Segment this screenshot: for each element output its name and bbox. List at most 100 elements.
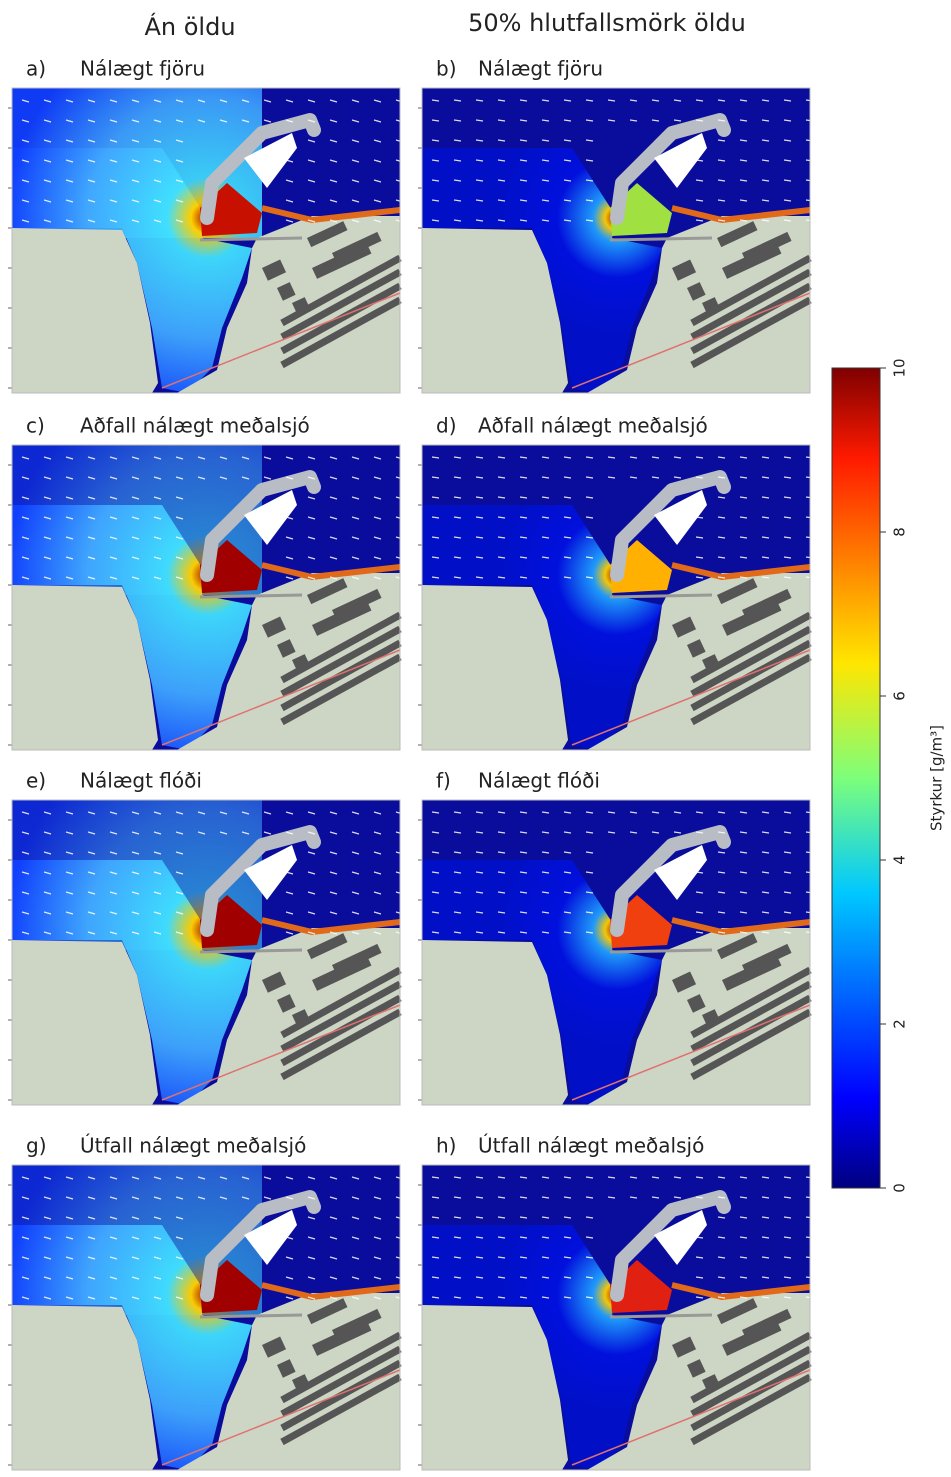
- map-panel: [418, 87, 814, 394]
- building: [277, 282, 296, 301]
- flow-arrow: [307, 1216, 316, 1220]
- flow-arrow: [453, 931, 462, 934]
- flow-arrow: [43, 891, 52, 895]
- panel-title: Nálægt fjöru: [80, 57, 205, 81]
- flow-arrow: [175, 576, 184, 580]
- flow-arrow: [43, 199, 52, 203]
- flow-arrow: [431, 139, 440, 142]
- flow-arrow: [285, 219, 294, 223]
- flow-arrow: [43, 1236, 52, 1240]
- shore-line: [261, 917, 401, 936]
- flow-arrow: [563, 1176, 572, 1179]
- flow-arrow: [673, 476, 682, 479]
- flow-arrow: [519, 891, 528, 894]
- panel-frame: [11, 87, 401, 394]
- flow-arrow: [241, 476, 250, 480]
- flow-arrow: [285, 871, 294, 875]
- flow-arrow: [739, 1176, 748, 1179]
- flow-arrow: [585, 536, 594, 539]
- flow-arrow: [497, 99, 506, 102]
- flow-arrow: [307, 516, 316, 520]
- breakwater: [610, 470, 731, 582]
- map-panel: [418, 444, 814, 751]
- flow-arrow: [717, 179, 726, 182]
- flow-arrow: [761, 851, 770, 854]
- flow-arrow: [43, 811, 52, 815]
- flow-arrow: [475, 159, 484, 162]
- flow-arrow: [197, 831, 206, 835]
- flow-arrow: [219, 456, 228, 460]
- flow-arrow: [307, 99, 316, 103]
- flow-arrow: [131, 536, 140, 540]
- flow-arrow: [373, 536, 382, 540]
- flow-arrow: [761, 811, 770, 814]
- flow-arrow: [87, 831, 96, 835]
- flow-arrow: [351, 536, 360, 540]
- flow-arrow: [329, 871, 338, 875]
- flow-arrow: [563, 159, 572, 162]
- flow-arrow: [783, 911, 792, 914]
- flow-arrow: [541, 1196, 550, 1199]
- flow-arrow: [285, 931, 294, 935]
- flow-arrow: [65, 159, 74, 163]
- flow-arrow: [585, 516, 594, 519]
- flow-arrow: [131, 99, 140, 103]
- flow-arrow: [175, 871, 184, 875]
- flow-arrow: [497, 456, 506, 459]
- flow-arrow: [783, 119, 792, 122]
- flow-arrow: [175, 911, 184, 915]
- flow-arrow: [453, 496, 462, 499]
- flow-arrow: [563, 99, 572, 102]
- flow-arrow: [541, 456, 550, 459]
- flow-arrow: [21, 556, 30, 560]
- flow-arrow: [761, 576, 770, 579]
- column-header: Án öldu: [144, 12, 235, 41]
- road: [161, 1004, 401, 1101]
- flow-arrow: [109, 1236, 118, 1240]
- flow-arrow: [519, 456, 528, 459]
- flow-arrow: [739, 811, 748, 814]
- flow-arrow: [431, 536, 440, 539]
- building: [262, 971, 287, 993]
- flow-arrow: [351, 911, 360, 915]
- flow-arrow: [241, 1196, 250, 1200]
- flow-arrow: [307, 1276, 316, 1280]
- runway: [280, 639, 402, 712]
- flow-arrow: [65, 576, 74, 580]
- flow-arrow: [43, 476, 52, 480]
- flow-arrow: [307, 179, 316, 183]
- flow-arrow: [695, 1296, 704, 1299]
- flow-arrow: [717, 1296, 726, 1299]
- flow-arrow: [329, 1276, 338, 1280]
- flow-arrow: [585, 159, 594, 162]
- flow-arrow: [651, 831, 660, 834]
- flow-arrow: [431, 891, 440, 894]
- flow-arrow: [65, 831, 74, 835]
- flow-arrow: [629, 99, 638, 102]
- flow-arrow: [695, 199, 704, 202]
- flow-arrow: [175, 199, 184, 203]
- building: [672, 616, 697, 638]
- flow-arrow: [475, 931, 484, 934]
- building: [312, 954, 372, 991]
- flow-arrow: [153, 811, 162, 815]
- runway: [690, 639, 812, 712]
- flow-arrow: [585, 219, 594, 222]
- flow-arrow: [307, 831, 316, 835]
- panel-frame: [11, 444, 401, 751]
- flow-arrow: [563, 931, 572, 934]
- flow-arrow: [153, 159, 162, 163]
- flow-arrow: [109, 159, 118, 163]
- flow-arrow: [585, 1216, 594, 1219]
- flow-arrow: [497, 516, 506, 519]
- flow-arrow: [739, 99, 748, 102]
- building: [277, 639, 296, 658]
- runway: [690, 1359, 812, 1432]
- flow-arrow: [219, 119, 228, 123]
- flow-arrow: [453, 556, 462, 559]
- flow-arrow: [131, 871, 140, 875]
- flow-arrow: [373, 811, 382, 815]
- flow-arrow: [651, 119, 660, 122]
- flow-arrow: [497, 871, 506, 874]
- flow-arrow: [43, 851, 52, 855]
